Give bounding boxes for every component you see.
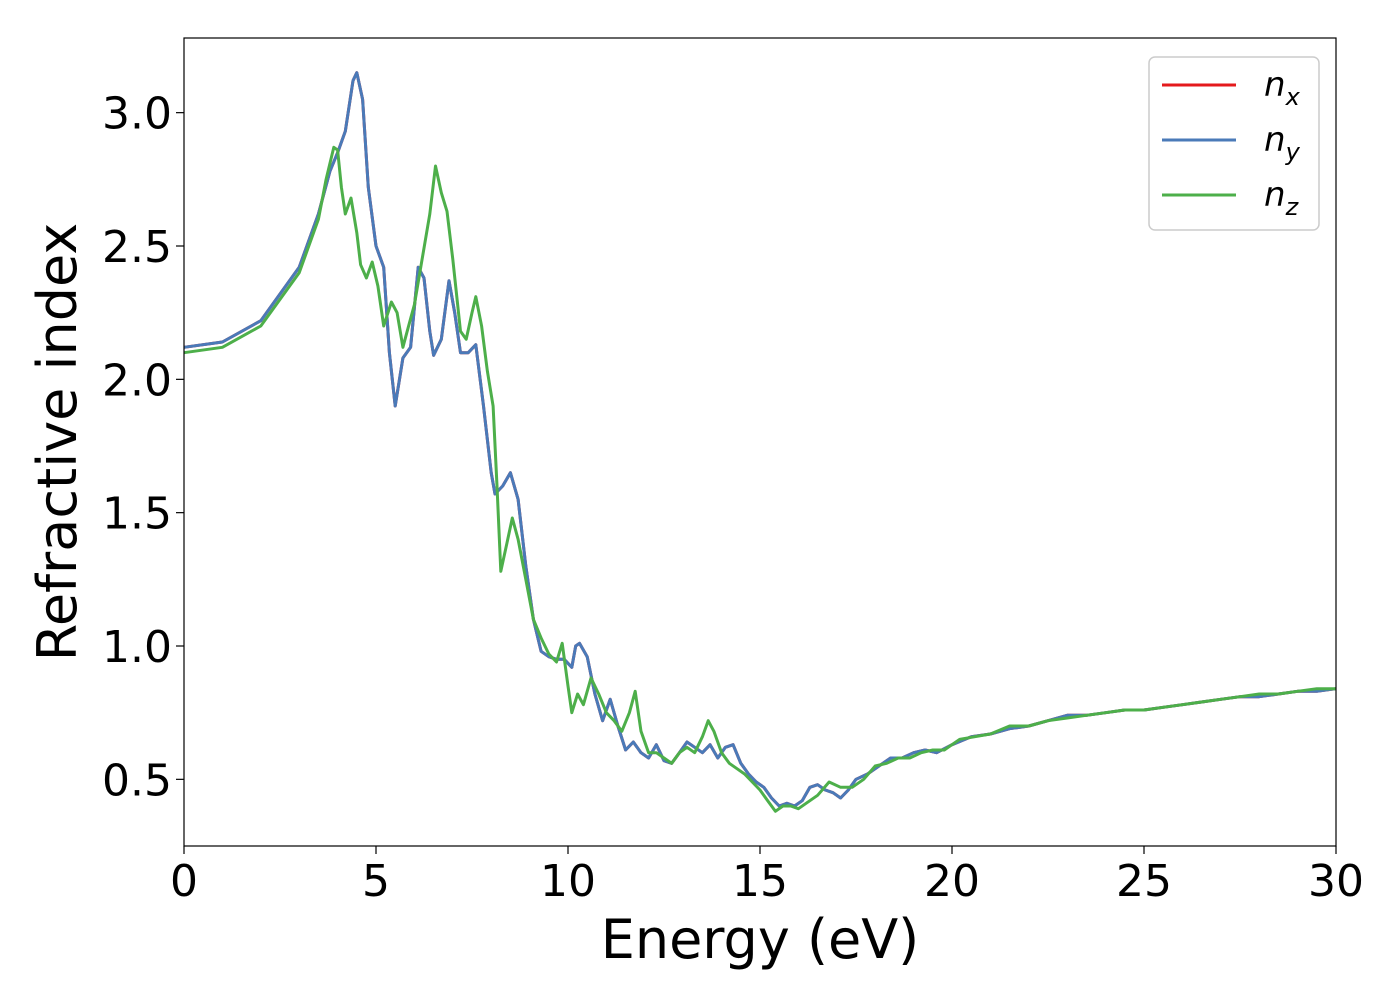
legend: nx ny nz	[1148, 56, 1320, 231]
x-axis-title: Energy (eV)	[601, 908, 920, 971]
series-layer	[183, 71, 1337, 813]
y-axis: 0.5 1.0 1.5 2.0 2.5 3.0	[102, 89, 184, 806]
x-tick-label: 20	[924, 856, 980, 907]
x-tick-label: 10	[540, 856, 596, 907]
y-tick-label: 3.0	[102, 89, 172, 140]
y-tick-label: 1.5	[102, 489, 172, 540]
x-tick-label: 5	[362, 856, 390, 907]
series-line-nz	[183, 145, 1336, 813]
x-tick-label: 15	[732, 856, 788, 907]
y-tick-label: 2.0	[102, 355, 172, 406]
x-axis: 0 5 10 15 20 25 30	[170, 846, 1364, 907]
y-tick-label: 1.0	[102, 622, 172, 673]
y-tick-label: 2.5	[102, 222, 172, 273]
x-tick-label: 0	[170, 856, 198, 907]
legend-label-nz: nz	[1264, 175, 1300, 221]
legend-label-ny: ny	[1264, 120, 1301, 166]
x-tick-label: 25	[1116, 856, 1172, 907]
x-tick-label: 30	[1308, 856, 1364, 907]
y-axis-title: Refractive index	[26, 223, 89, 662]
y-tick-label: 0.5	[102, 755, 172, 806]
legend-label-nx: nx	[1264, 65, 1301, 111]
legend-box	[1148, 56, 1320, 231]
